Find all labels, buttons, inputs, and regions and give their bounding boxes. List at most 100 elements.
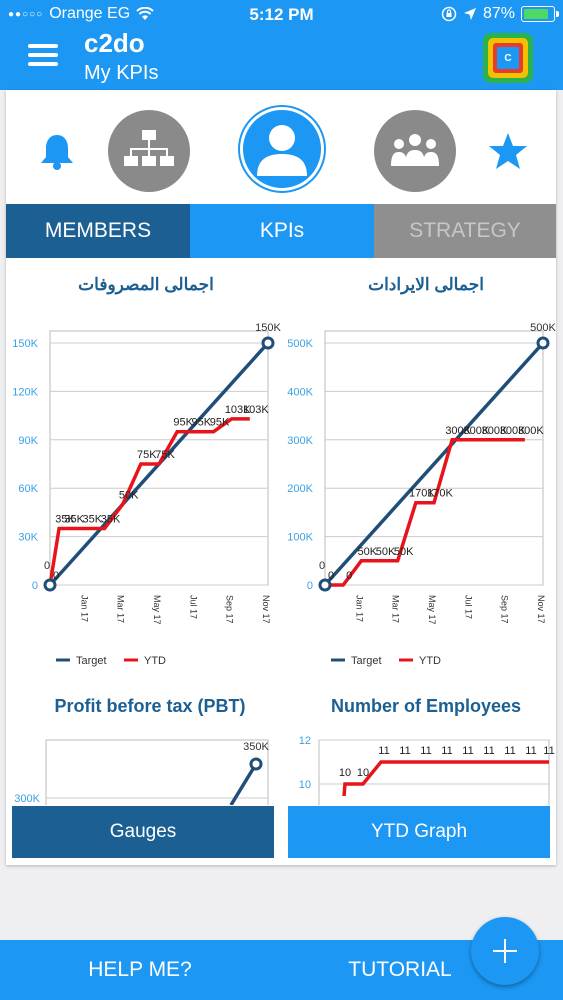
app-title: c2do bbox=[84, 28, 145, 58]
target-data-label: 150K bbox=[255, 322, 281, 334]
revenue-chart: 0 100K 200K 300K 400K 500K Jan 17 Mar 17 May 17 J… bbox=[287, 322, 556, 667]
menu-icon[interactable] bbox=[28, 44, 58, 66]
ytd-data-label: 11 bbox=[378, 745, 389, 757]
y-tick-label: 500K bbox=[287, 338, 313, 350]
ytd-data-label: 95K bbox=[192, 417, 212, 429]
y-tick-label: 0 bbox=[32, 580, 38, 592]
y-tick-label: 200K bbox=[287, 483, 313, 495]
y-tick-label: 150K bbox=[12, 338, 38, 350]
ytd-data-label: 11 bbox=[483, 745, 494, 757]
x-tick-label: Jul 17 bbox=[463, 595, 473, 619]
y-tick-label: 120K bbox=[12, 386, 38, 398]
x-tick-label: Sep 17 bbox=[225, 595, 235, 624]
plus-icon bbox=[493, 939, 517, 963]
legend-label-ytd: YTD bbox=[144, 655, 166, 667]
gauges-button[interactable]: Gauges bbox=[12, 806, 274, 858]
y-tick-label: 400K bbox=[287, 386, 313, 398]
ytd-data-label: 0 bbox=[53, 570, 59, 582]
ytd-data-label: 95K bbox=[210, 417, 230, 429]
ytd-data-label: 300K bbox=[445, 425, 471, 437]
ytd-data-label: 35K bbox=[101, 514, 121, 526]
legend-label-ytd: YTD bbox=[419, 655, 441, 667]
target-point bbox=[249, 757, 263, 771]
x-tick-label: Jul 17 bbox=[188, 595, 198, 619]
ytd-data-label: 11 bbox=[543, 745, 554, 757]
target-data-label: 350K bbox=[243, 741, 269, 753]
x-tick-label: Nov 17 bbox=[261, 595, 271, 624]
tab-bar: MEMBERS KPIs STRATEGY bbox=[6, 204, 556, 258]
person-icon[interactable] bbox=[240, 107, 324, 191]
target-data-label: 0 bbox=[319, 560, 325, 572]
target-series-line bbox=[229, 763, 258, 805]
y-tick-label: 100K bbox=[287, 532, 313, 544]
target-point bbox=[43, 578, 57, 592]
y-tick-label: 90K bbox=[18, 435, 38, 447]
star-icon[interactable] bbox=[488, 132, 528, 170]
add-fab-button[interactable] bbox=[471, 917, 539, 985]
tutorial-button[interactable]: TUTORIAL bbox=[348, 958, 452, 981]
ytd-data-label: 50K bbox=[119, 489, 139, 501]
target-point bbox=[261, 336, 275, 350]
ytd-data-label: 103K bbox=[243, 404, 269, 416]
y-tick-label: 12 bbox=[299, 735, 311, 747]
view-buttons: Gauges YTD Graph bbox=[12, 806, 550, 858]
ytd-data-label: 11 bbox=[441, 745, 452, 757]
ytd-data-label: 11 bbox=[399, 745, 410, 757]
x-tick-label: Jan 17 bbox=[79, 595, 89, 622]
employees-chart: 12 10 10 10 11 11 11 11 11 11 11 11 11 bbox=[299, 735, 555, 805]
chart-title-expenses: اجمالى المصروفات bbox=[78, 275, 214, 294]
ytd-data-label: 0 bbox=[328, 570, 334, 582]
ytd-data-label: 35K bbox=[64, 514, 84, 526]
tab-members[interactable]: MEMBERS bbox=[6, 204, 190, 258]
ytd-data-label: 300K bbox=[500, 425, 526, 437]
plot-frame bbox=[45, 739, 269, 805]
footer-bar: HELP ME? TUTORIAL bbox=[0, 940, 563, 1000]
chart-title-pbt: Profit before tax (PBT) bbox=[54, 696, 246, 716]
ytd-data-label: 10 bbox=[357, 767, 369, 779]
x-tick-label: May 17 bbox=[152, 595, 162, 625]
tab-kpis[interactable]: KPIs bbox=[190, 204, 374, 258]
ytd-data-label: 75K bbox=[137, 449, 157, 461]
x-tick-label: Sep 17 bbox=[500, 595, 510, 624]
tab-strategy[interactable]: STRATEGY bbox=[374, 204, 556, 258]
ytd-series-line bbox=[48, 417, 250, 586]
pbt-chart: 300K 350K bbox=[14, 739, 270, 805]
bell-icon[interactable] bbox=[38, 132, 76, 172]
legend-label-target: Target bbox=[76, 655, 107, 667]
ytd-data-label: 103K bbox=[225, 404, 251, 416]
ytd-data-label: 170K bbox=[409, 488, 435, 500]
ytd-data-label: 35K bbox=[55, 514, 75, 526]
ytd-data-label: 300K bbox=[482, 425, 508, 437]
status-bar: ●●○○○ Orange EG 5:12 PM 87% bbox=[0, 0, 563, 30]
location-icon bbox=[463, 8, 476, 20]
help-button[interactable]: HELP ME? bbox=[88, 958, 192, 981]
ytd-data-label: 50K bbox=[394, 546, 414, 558]
ytd-data-label: 11 bbox=[525, 745, 536, 757]
y-tick-label: 300K bbox=[14, 793, 40, 805]
y-tick-label: 60K bbox=[18, 483, 38, 495]
battery-icon bbox=[521, 6, 559, 22]
ytd-data-label: 170K bbox=[427, 488, 453, 500]
legend-label-target: Target bbox=[351, 655, 382, 667]
ytd-graph-button[interactable]: YTD Graph bbox=[288, 806, 550, 858]
kpi-card: MEMBERS KPIs STRATEGY اجمالى المصروفات ا… bbox=[6, 90, 556, 865]
c2do-logo-icon[interactable]: C bbox=[483, 33, 533, 83]
y-tick-label: 30K bbox=[18, 532, 38, 544]
org-chart-icon[interactable] bbox=[108, 110, 190, 192]
x-tick-label: Mar 17 bbox=[391, 595, 401, 623]
target-point bbox=[536, 336, 550, 350]
target-point bbox=[318, 578, 332, 592]
ytd-data-label: 10 bbox=[339, 767, 351, 779]
ytd-data-label: 75K bbox=[155, 449, 175, 461]
ytd-data-label: 0 bbox=[346, 570, 352, 582]
team-icon[interactable] bbox=[374, 110, 456, 192]
y-tick-label: 10 bbox=[299, 779, 311, 791]
ytd-data-label: 300K bbox=[518, 425, 544, 437]
target-data-label: 500K bbox=[530, 322, 556, 334]
x-tick-label: Mar 17 bbox=[116, 595, 126, 623]
carrier-label: Orange EG bbox=[49, 5, 131, 22]
ytd-series-line bbox=[342, 760, 549, 797]
signal-icon: ●●○○○ bbox=[8, 8, 44, 20]
ytd-data-label: 11 bbox=[462, 745, 473, 757]
target-series-line bbox=[323, 341, 545, 587]
